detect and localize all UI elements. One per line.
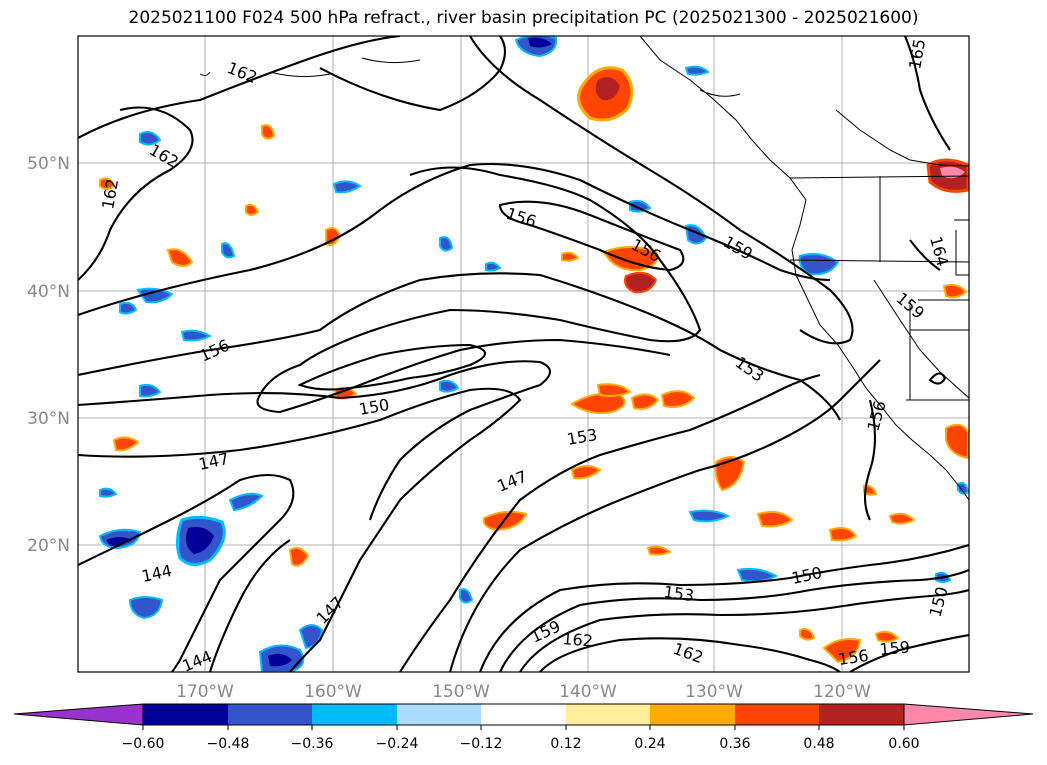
- contour-lines: [78, 36, 969, 672]
- longitude-labels: 170°W 160°W 150°W 140°W 130°W 120°W: [176, 682, 871, 702]
- lon-label-170w: 170°W: [176, 682, 234, 702]
- colorbar-tick-label: −0.48: [207, 736, 250, 752]
- lon-label-130w: 130°W: [685, 682, 743, 702]
- colorbar-tick-label: −0.36: [291, 736, 334, 752]
- lon-label-140w: 140°W: [559, 682, 617, 702]
- contour-label: 159: [879, 637, 911, 659]
- colorbar-tick-label: −0.60: [122, 736, 165, 752]
- colorbar-tick-label: 0.48: [803, 736, 834, 752]
- lat-label-20n: 20°N: [27, 536, 70, 556]
- colorbar-tick-label: 0.36: [719, 736, 750, 752]
- colorbar-tick-label: 0.12: [550, 736, 581, 752]
- gridlines: [78, 36, 969, 672]
- colorbar-cell: [566, 704, 650, 725]
- colorbar-cell: [903, 703, 1034, 726]
- map-title: 2025021100 F024 500 hPa refract., river …: [128, 8, 919, 28]
- colorbar-cell: [735, 704, 819, 725]
- lat-label-50n: 50°N: [27, 154, 70, 174]
- colorbar-cell: [481, 704, 566, 725]
- colorbar-cell: [312, 704, 397, 725]
- colorbar-cell: [397, 704, 481, 725]
- lon-label-160w: 160°W: [304, 682, 362, 702]
- colorbar-cell: [143, 704, 228, 725]
- map-frame: [77, 35, 970, 673]
- lat-label-40n: 40°N: [27, 282, 70, 302]
- coastlines: [199, 36, 969, 501]
- contour-label: 156: [837, 646, 870, 669]
- colorbar-cell: [228, 704, 312, 725]
- contour-label: 162: [562, 629, 594, 651]
- colorbar-tick-label: −0.12: [460, 736, 503, 752]
- colorbar-tick-label: 0.60: [888, 736, 919, 752]
- lon-label-150w: 150°W: [432, 682, 490, 702]
- precip-patches: [98, 36, 969, 672]
- colorbar-tick-label: −0.24: [376, 736, 419, 752]
- colorbar: −0.60 −0.48 −0.36 −0.24 −0.12 0.12 0.24 …: [13, 703, 1034, 752]
- colorbar-cell: [819, 704, 904, 725]
- lon-label-120w: 120°W: [813, 682, 871, 702]
- colorbar-tick-label: 0.24: [634, 736, 665, 752]
- lat-label-30n: 30°N: [27, 409, 70, 429]
- colorbar-cell: [13, 703, 144, 726]
- latitude-labels: 50°N 40°N 30°N 20°N: [27, 154, 70, 556]
- colorbar-cell: [650, 704, 735, 725]
- contour-label: 153: [662, 582, 695, 605]
